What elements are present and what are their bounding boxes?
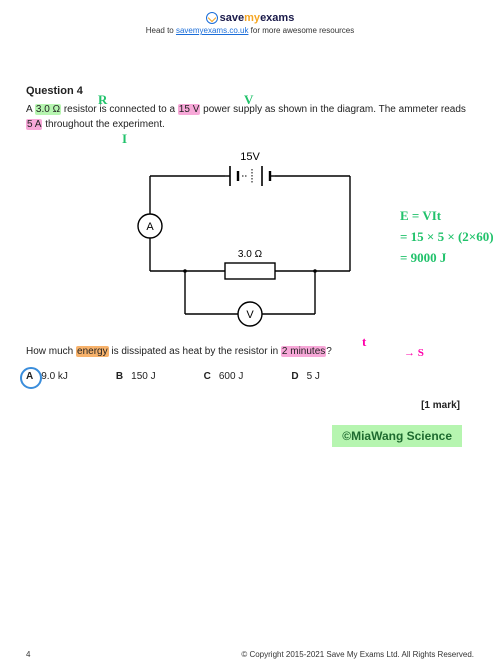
tagline-link[interactable]: savemyexams.co.uk <box>176 26 248 35</box>
option-b[interactable]: B 150 J <box>116 371 156 382</box>
watermark-badge: ©MiaWang Science <box>332 425 462 447</box>
annotation-V: V <box>244 91 253 110</box>
q2-1: How much <box>26 346 76 357</box>
question-line2: t → S How much energy is dissipated as h… <box>26 346 474 357</box>
mark-allocation: [1 mark] <box>26 400 474 411</box>
voltage-label: 15V <box>240 151 260 163</box>
svg-text:V: V <box>246 309 254 321</box>
qtext-2: resistor is connected to a <box>61 104 178 115</box>
option-c-value: 600 J <box>219 371 243 382</box>
annotation-arrow-s: → S <box>404 347 424 359</box>
highlight-time: 2 minutes <box>281 346 326 357</box>
option-b-value: 150 J <box>131 371 155 382</box>
content-area: Question 4 R V I A 3.0 Ω resistor is con… <box>0 85 500 411</box>
question-title-text: Question 4 <box>26 85 83 97</box>
option-d-letter: D <box>291 371 298 382</box>
option-b-letter: B <box>116 371 123 382</box>
option-d[interactable]: D 5 J <box>291 371 320 382</box>
logo-text-my: my <box>244 12 260 24</box>
tagline: Head to savemyexams.co.uk for more aweso… <box>0 26 500 35</box>
calc-line1: E = VIt <box>400 206 500 227</box>
page-header: savemyexams Head to savemyexams.co.uk fo… <box>0 0 500 35</box>
svg-text:3.0 Ω: 3.0 Ω <box>238 249 263 260</box>
handwritten-calc: E = VIt = 15 × 5 × (2×60) = 9000 J <box>400 206 500 268</box>
qtext-4: throughout the experiment. <box>42 119 164 130</box>
logo-text-save: save <box>220 12 244 24</box>
svg-text:A: A <box>146 221 154 233</box>
logo-text-exams: exams <box>260 12 294 24</box>
highlight-current: 5 A <box>26 119 42 130</box>
calc-line2: = 15 × 5 × (2×60) <box>400 227 500 248</box>
copyright-text: © Copyright 2015-2021 Save My Exams Ltd.… <box>241 650 474 659</box>
question-paragraph: R V I A 3.0 Ω resistor is connected to a… <box>26 103 474 132</box>
option-a[interactable]: A 9.0 kJ <box>26 371 68 382</box>
highlight-voltage: 15 V <box>178 104 201 115</box>
qtext-3: power supply as shown in the diagram. Th… <box>200 104 466 115</box>
option-c[interactable]: C 600 J <box>204 371 244 382</box>
q2-3: ? <box>326 346 332 357</box>
answer-options: A 9.0 kJ B 150 J C 600 J D 5 J <box>26 371 474 382</box>
option-a-value: 9.0 kJ <box>41 371 68 382</box>
logo-icon <box>206 12 218 24</box>
q2-2: is dissipated as heat by the resistor in <box>109 346 281 357</box>
qtext-1: A <box>26 104 35 115</box>
tagline-pre: Head to <box>146 26 176 35</box>
circuit-diagram: 15V A 3.0 Ω <box>130 146 370 336</box>
circuit-container: 15V A 3.0 Ω <box>100 146 400 336</box>
page-footer: 4 © Copyright 2015-2021 Save My Exams Lt… <box>0 650 500 659</box>
logo: savemyexams <box>0 12 500 24</box>
highlight-resistor: 3.0 Ω <box>35 104 61 115</box>
annotation-R: R <box>98 91 107 110</box>
option-c-letter: C <box>204 371 211 382</box>
option-d-value: 5 J <box>307 371 320 382</box>
tagline-post: for more awesome resources <box>248 26 354 35</box>
page-number: 4 <box>26 650 30 659</box>
annotation-t: t <box>362 334 366 350</box>
option-a-letter: A <box>26 371 33 382</box>
calc-line3: = 9000 J <box>400 248 500 269</box>
highlight-energy: energy <box>76 346 109 357</box>
